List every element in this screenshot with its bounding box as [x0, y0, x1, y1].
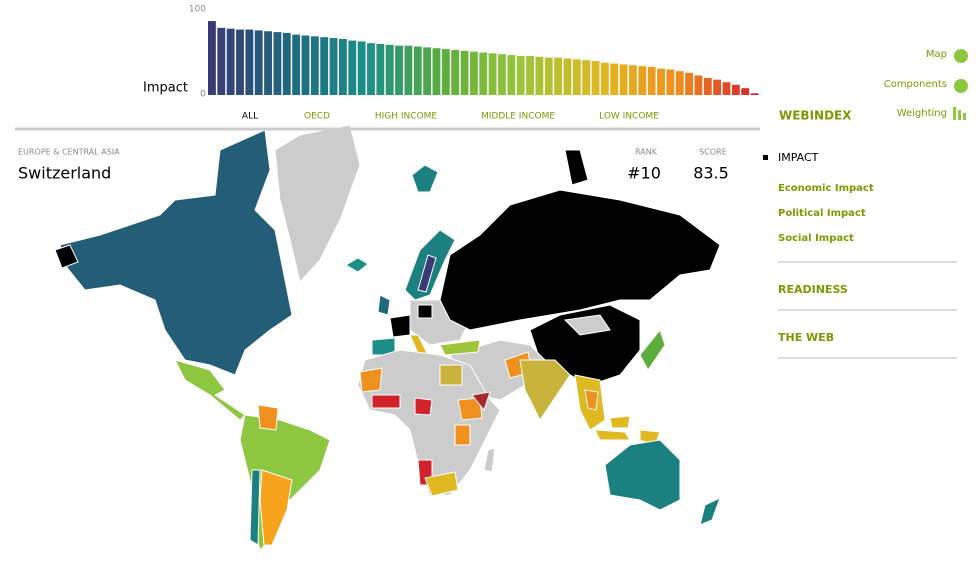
- score-label: SCORE: [699, 148, 727, 157]
- bar: [675, 71, 684, 95]
- chart-label: Impact: [143, 81, 188, 96]
- bar: [329, 38, 338, 95]
- weighting-link[interactable]: Weighting: [897, 108, 947, 119]
- bar: [385, 44, 394, 95]
- bar: [310, 36, 319, 95]
- components-icon[interactable]: [954, 79, 968, 93]
- weighting-icon[interactable]: [953, 107, 966, 120]
- menu-active[interactable]: IMPACT: [778, 151, 819, 164]
- bar: [713, 79, 722, 95]
- region: EUROPE & CENTRAL ASIA: [18, 148, 120, 157]
- bar: [629, 65, 637, 95]
- bar: [582, 60, 591, 95]
- bar: [563, 58, 572, 95]
- bar: [395, 45, 403, 95]
- bar: [357, 41, 366, 95]
- bar: [657, 68, 665, 95]
- bar: [488, 53, 497, 95]
- menu-section[interactable]: READINESS: [778, 283, 848, 296]
- bar: [535, 56, 544, 95]
- tab[interactable]: OECD: [304, 112, 330, 122]
- bar: [236, 29, 244, 95]
- bar: [254, 30, 263, 95]
- bar: [516, 55, 525, 95]
- bar: [208, 21, 216, 95]
- bar: [722, 82, 731, 95]
- bar: [731, 84, 740, 95]
- bar: [301, 35, 310, 95]
- bar: [282, 32, 291, 95]
- y-tick-label: 100: [189, 5, 206, 15]
- world-map: [54, 124, 721, 551]
- bar: [750, 93, 759, 95]
- bullet: [763, 155, 768, 160]
- bar: [507, 55, 516, 95]
- bar: [273, 32, 282, 95]
- bar: [666, 69, 675, 95]
- bar: [460, 50, 469, 95]
- score: 83.5: [693, 164, 729, 183]
- bar: [498, 54, 506, 95]
- bar: [217, 27, 226, 96]
- tab[interactable]: LOW INCOME: [599, 112, 659, 122]
- bar: [647, 66, 656, 95]
- bar: [367, 43, 375, 95]
- bar: [320, 37, 329, 95]
- bar: [376, 44, 385, 95]
- tab[interactable]: HIGH INCOME: [375, 112, 438, 122]
- bar: [245, 29, 254, 95]
- bar: [591, 61, 600, 95]
- bar: [413, 46, 422, 95]
- tab[interactable]: MIDDLE INCOME: [481, 112, 555, 122]
- y-tick-label: 0: [200, 90, 206, 100]
- menu-subitem[interactable]: Social Impact: [778, 233, 854, 244]
- menu-subitem[interactable]: Political Impact: [778, 208, 866, 219]
- bar: [741, 88, 750, 95]
- country-name: Switzerland: [18, 164, 111, 183]
- bar: [572, 59, 581, 95]
- menu-subitem[interactable]: Economic Impact: [778, 183, 874, 194]
- components-link[interactable]: Components: [884, 79, 947, 90]
- bar: [479, 52, 488, 95]
- bar: [451, 49, 460, 95]
- bar: [404, 45, 413, 95]
- bar: [526, 55, 534, 95]
- map-link[interactable]: Map: [926, 49, 947, 60]
- bar: [610, 63, 619, 95]
- bar: [469, 51, 478, 95]
- menu-section[interactable]: THE WEB: [778, 331, 834, 344]
- bar: [619, 64, 628, 95]
- bar: [638, 66, 647, 95]
- bar: [432, 48, 441, 95]
- bar: [554, 57, 563, 95]
- bar: [338, 38, 347, 95]
- rank: #10: [627, 164, 661, 183]
- rank-label: RANK: [635, 148, 658, 157]
- bar: [600, 62, 609, 95]
- bar: [685, 72, 694, 95]
- bar: [348, 40, 357, 95]
- bar: [544, 57, 553, 95]
- tab[interactable]: ALL: [242, 112, 258, 122]
- bar: [292, 34, 301, 95]
- brand[interactable]: WEBINDEX: [779, 109, 852, 123]
- bar: [226, 28, 235, 96]
- bar: [703, 78, 712, 95]
- map-icon[interactable]: [954, 49, 968, 63]
- bar: [264, 31, 272, 95]
- bar: [694, 75, 703, 95]
- bar: [423, 47, 432, 95]
- bar: [441, 49, 450, 95]
